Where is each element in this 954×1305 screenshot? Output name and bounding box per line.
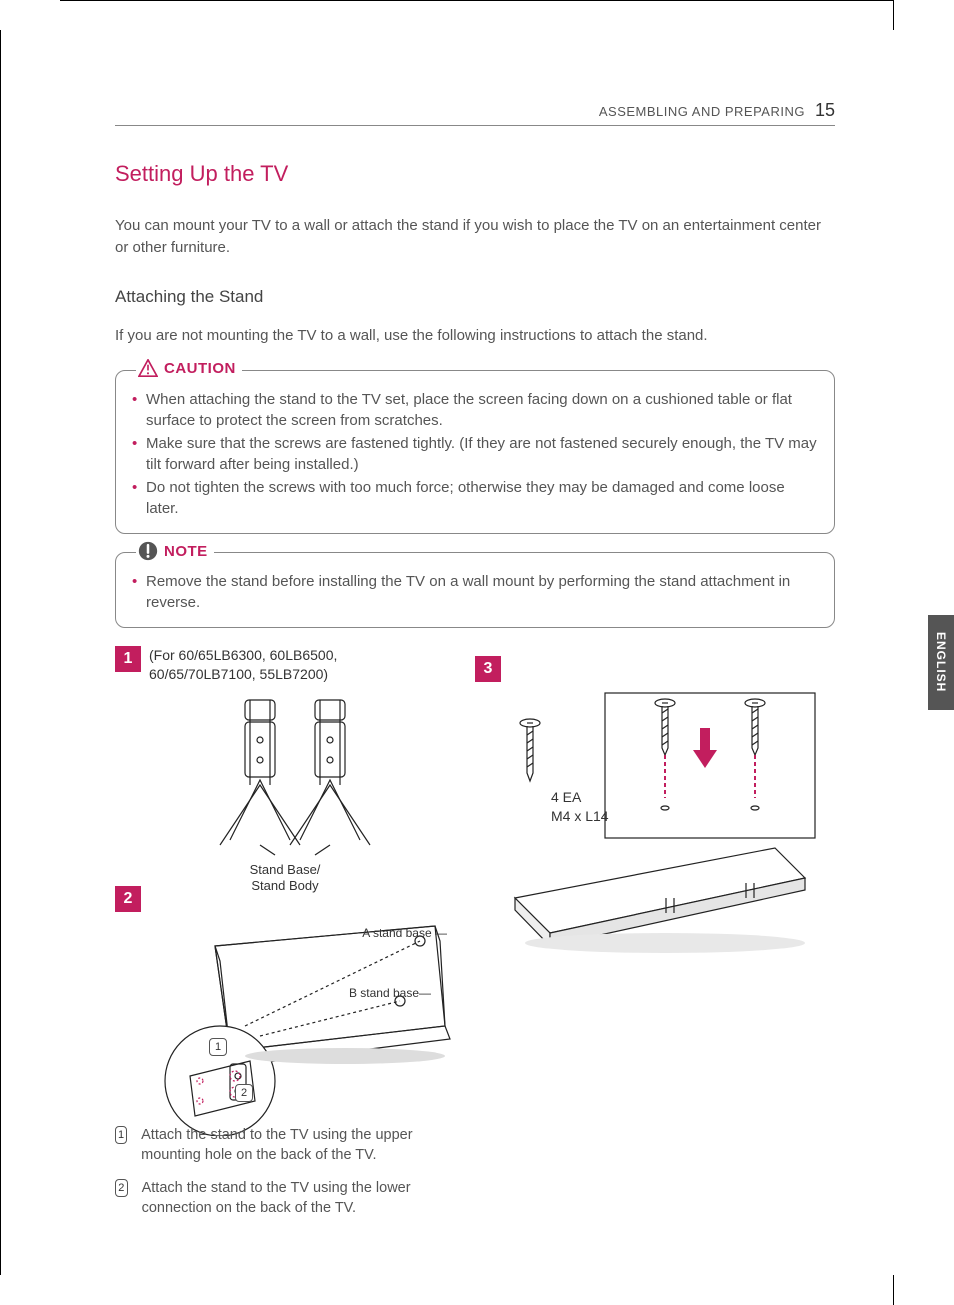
note-label-text: NOTE bbox=[164, 543, 208, 560]
intro-paragraph: You can mount your TV to a wall or attac… bbox=[115, 215, 835, 259]
caution-item: Do not tighten the screws with too much … bbox=[130, 477, 820, 519]
screw-spec: 4 EA M4 x L14 bbox=[551, 788, 609, 826]
heading-1: Setting Up the TV bbox=[115, 161, 835, 187]
crop-mark bbox=[60, 0, 894, 1]
crop-mark bbox=[0, 30, 1, 1275]
note-item: Remove the stand before installing the T… bbox=[130, 571, 820, 613]
caution-label: CAUTION bbox=[136, 359, 242, 377]
sub-step-num: 2 bbox=[115, 1179, 128, 1197]
step3-figure: 4 EA M4 x L14 bbox=[495, 688, 825, 968]
page-header: ASSEMBLING AND PREPARING 15 bbox=[115, 100, 835, 126]
caution-item: Make sure that the screws are fastened t… bbox=[130, 433, 820, 475]
step-2: 2 A stand base — B stand base— 1 2 bbox=[115, 886, 465, 1136]
step-badge-2: 2 bbox=[115, 886, 141, 912]
sub-step: 1 Attach the stand to the TV using the u… bbox=[115, 1126, 465, 1165]
screw-qty: 4 EA bbox=[551, 788, 609, 807]
crop-mark bbox=[893, 1275, 894, 1305]
model-line: 60/65/70LB7100, 55LB7200) bbox=[149, 665, 337, 684]
page-content: ASSEMBLING AND PREPARING 15 Setting Up t… bbox=[115, 100, 835, 1226]
step-badge-3: 3 bbox=[475, 656, 501, 682]
sub-step: 2 Attach the stand to the TV using the l… bbox=[115, 1179, 465, 1218]
step2-figure: A stand base — B stand base— 1 2 bbox=[145, 906, 455, 1136]
crop-mark bbox=[893, 0, 894, 30]
note-circle-icon bbox=[138, 541, 158, 561]
note-callout: NOTE Remove the stand before installing … bbox=[115, 552, 835, 628]
note-label: NOTE bbox=[136, 541, 214, 561]
sub-step-num: 1 bbox=[115, 1126, 127, 1144]
step1-figure bbox=[165, 690, 405, 860]
caution-list: When attaching the stand to the TV set, … bbox=[130, 389, 820, 519]
model-line: (For 60/65LB6300, 60LB6500, bbox=[149, 646, 337, 665]
page-number: 15 bbox=[815, 100, 835, 121]
sub-step-text: Attach the stand to the TV using the upp… bbox=[141, 1126, 465, 1165]
stand-diagram-icon bbox=[165, 690, 405, 860]
sub-steps: 1 Attach the stand to the TV using the u… bbox=[115, 1126, 465, 1232]
step-3: 3 4 EA M4 x L14 bbox=[475, 656, 835, 968]
step-badge-1: 1 bbox=[115, 646, 141, 672]
tv-back-diagram-icon bbox=[145, 906, 455, 1136]
boxed-number-2: 2 bbox=[235, 1084, 253, 1102]
model-list: (For 60/65LB6300, 60LB6500, 60/65/70LB71… bbox=[149, 646, 337, 684]
stand-label-line: Stand Base/ bbox=[115, 862, 455, 878]
sub-step-text: Attach the stand to the TV using the low… bbox=[142, 1179, 465, 1218]
a-stand-label: A stand base — bbox=[362, 926, 447, 940]
language-tab: ENGLISH bbox=[928, 615, 954, 710]
step-1: 1 (For 60/65LB6300, 60LB6500, 60/65/70LB… bbox=[115, 646, 455, 894]
screw-diagram-icon bbox=[495, 688, 825, 968]
section-title: ASSEMBLING AND PREPARING bbox=[599, 104, 805, 119]
caution-callout: CAUTION When attaching the stand to the … bbox=[115, 370, 835, 534]
caution-label-text: CAUTION bbox=[164, 360, 236, 377]
note-list: Remove the stand before installing the T… bbox=[130, 571, 820, 613]
heading-2: Attaching the Stand bbox=[115, 287, 835, 307]
warning-triangle-icon bbox=[138, 359, 158, 377]
steps-area: 1 (For 60/65LB6300, 60LB6500, 60/65/70LB… bbox=[115, 646, 835, 1226]
boxed-number-1: 1 bbox=[209, 1038, 227, 1056]
h2-intro: If you are not mounting the TV to a wall… bbox=[115, 325, 835, 347]
caution-item: When attaching the stand to the TV set, … bbox=[130, 389, 820, 431]
b-stand-label: B stand base— bbox=[349, 986, 431, 1000]
screw-size: M4 x L14 bbox=[551, 807, 609, 826]
